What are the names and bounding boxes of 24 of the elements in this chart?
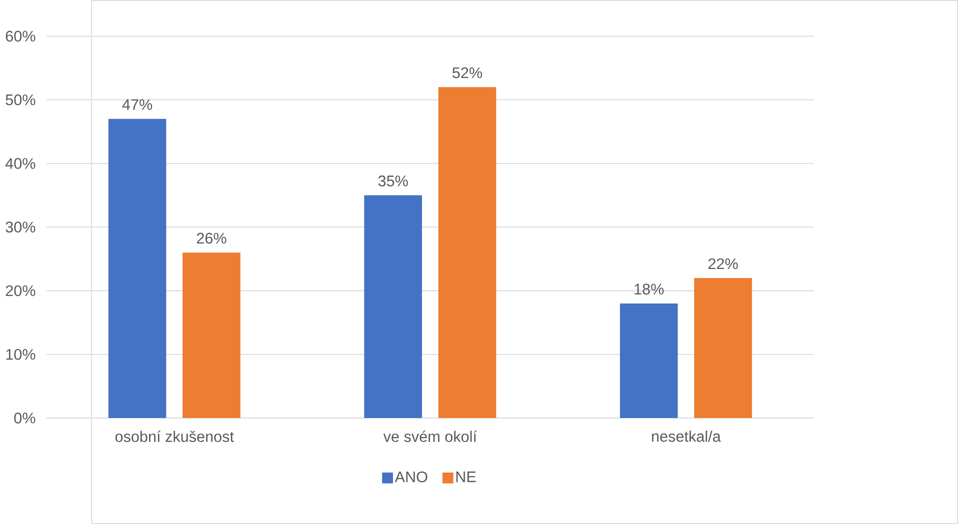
y-tick-label: 0%: [14, 412, 36, 424]
y-tick-label: 30%: [6, 222, 36, 233]
y-tick-label: 40%: [5, 158, 36, 169]
x-tick-label: osobní zkušenost: [115, 430, 234, 442]
y-tick-label: 50%: [6, 94, 36, 106]
bar: [620, 304, 678, 418]
bar: [438, 87, 496, 418]
data-label: 52%: [452, 67, 482, 78]
legend-label: ANO: [394, 472, 428, 482]
bar: [364, 195, 422, 418]
data-label: 26%: [196, 232, 226, 244]
bar: [108, 118, 166, 418]
y-tick-label: 20%: [6, 285, 36, 296]
data-label: 18%: [634, 284, 664, 295]
y-tick-label: 60%: [6, 30, 36, 42]
x-tick-label: nesetkal/a: [652, 430, 721, 442]
bar: [694, 278, 752, 418]
data-label: 47%: [122, 99, 152, 110]
bar: [182, 252, 240, 418]
legend-label: NE: [456, 472, 476, 482]
data-label: 22%: [708, 258, 738, 270]
data-label: 35%: [378, 176, 408, 186]
y-tick-label: 10%: [6, 349, 36, 360]
x-tick-label: ve svém okolí: [383, 430, 477, 442]
